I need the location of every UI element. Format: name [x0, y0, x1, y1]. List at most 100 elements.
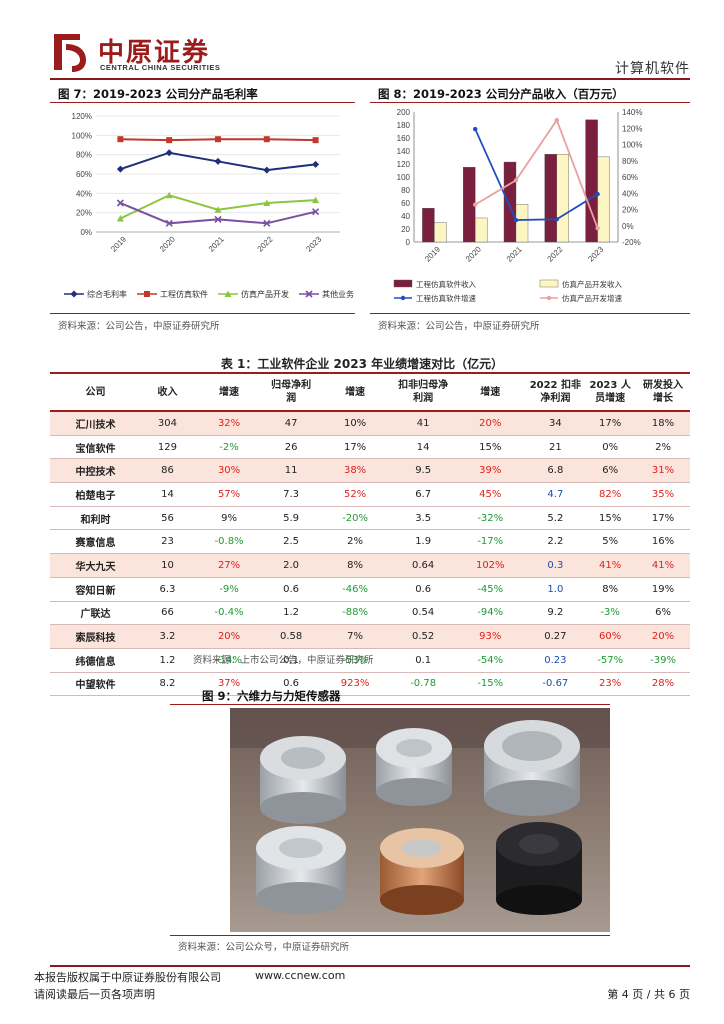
- table-row: 中望软件 8.2 37% 0.6 923% -0.78 -15% -0.67 23% 28%: [50, 672, 690, 697]
- y-tick-label: 20%: [76, 209, 92, 218]
- col-header-company: 公司: [50, 372, 142, 412]
- table-cell: -0.78: [392, 672, 455, 697]
- table-cell: -88%: [317, 601, 393, 626]
- table-cell: 129: [141, 435, 194, 460]
- table-cell: 41%: [636, 553, 690, 578]
- table-cell-company: 纬德信息: [50, 648, 142, 673]
- table-header-row: 公司 收入 增速 归母净利润 增速 扣非归母净利润 增速 2022 扣非净利润 …: [50, 372, 690, 412]
- table-cell: 17%: [584, 411, 637, 436]
- table-cell: 16%: [636, 529, 690, 555]
- data-point: [117, 136, 124, 143]
- y-tick-label: 200: [397, 108, 411, 117]
- growth-point: [554, 117, 559, 123]
- table-cell: 35%: [636, 482, 690, 507]
- table-cell: 19%: [636, 577, 690, 602]
- table-cell: 7%: [317, 624, 393, 649]
- table-cell: -3%: [584, 601, 637, 626]
- bar: [503, 161, 517, 243]
- table-cell: 86: [141, 458, 194, 484]
- fig8-bottom-rule: [370, 313, 690, 314]
- y-tick-label: 140: [397, 147, 411, 156]
- growth-point: [473, 126, 478, 132]
- data-point: [214, 206, 222, 213]
- table-row: 容知日新 6.3 -9% 0.6 -46% 0.6 -45% 1.0 8% 19%: [50, 577, 690, 602]
- table-cell: 6%: [584, 458, 637, 484]
- table-cell: 28%: [636, 672, 690, 697]
- table-cell: 0.3: [526, 553, 585, 578]
- table-cell: 0.6: [264, 672, 318, 697]
- legend-label: 其他业务: [322, 289, 354, 299]
- table-cell: 45%: [454, 482, 527, 507]
- y-tick-label: 100%: [72, 131, 92, 140]
- logo-mark: [50, 30, 90, 74]
- table-cell: -53%: [317, 648, 393, 673]
- table-cell: 17%: [317, 435, 393, 460]
- footer-page-number: 第 4 页 / 共 6 页: [607, 988, 690, 1001]
- table-cell: 8%: [584, 577, 637, 602]
- table-cell: 2.5: [264, 529, 318, 555]
- y-tick-label: 0: [406, 238, 411, 247]
- table-cell: 923%: [317, 672, 393, 697]
- table-cell: 20%: [454, 411, 527, 436]
- legend-label: 仿真产品开发增速: [562, 293, 622, 303]
- data-point: [312, 160, 320, 168]
- table-row: 柏楚电子 14 57% 7.3 52% 6.7 45% 4.7 82% 35%: [50, 482, 690, 507]
- fig9-caption-rule: [170, 704, 610, 705]
- y-tick-label: 80: [401, 186, 410, 195]
- table-cell: -46%: [317, 577, 393, 602]
- table-title: 表 1：工业软件企业 2023 年业绩增速对比（亿元）: [220, 357, 504, 371]
- table-cell: 1.9: [392, 529, 455, 555]
- data-point: [165, 191, 173, 199]
- legend-marker: [224, 290, 232, 297]
- fig8-caption-rule: [370, 102, 690, 103]
- table-cell: 2%: [317, 529, 393, 555]
- table-cell: 10: [141, 553, 194, 578]
- table-cell: -54%: [454, 648, 527, 673]
- table-cell: 38%: [317, 458, 393, 484]
- col-header-net-profit: 归母净利润: [264, 372, 318, 412]
- table-cell: 17%: [636, 506, 690, 531]
- table-cell: 23%: [584, 672, 637, 697]
- table-cell: 37%: [193, 672, 265, 697]
- table-row: 和利时 56 9% 5.9 -20% 3.5 -32% 5.2 15% 17%: [50, 506, 690, 531]
- table-cell: 0.64: [392, 553, 455, 578]
- table-cell: 82%: [584, 482, 637, 507]
- table-cell: -45%: [454, 577, 527, 602]
- table-cell: 32%: [193, 411, 265, 436]
- table-cell: 8.2: [141, 672, 194, 697]
- y2-tick-label: 80%: [622, 157, 638, 166]
- table-cell: 20%: [193, 624, 265, 649]
- table-row: 纬德信息 1.2 -14% 0.1 -53% 0.1 -54% 0.23 -57% -39%: [50, 648, 690, 673]
- fig7-chart: 0% 20% 40% 60% 80% 100% 120% 2019 2020 2021 2022 20…: [64, 112, 354, 299]
- footer-notice: 请阅读最后一页各项声明: [34, 988, 155, 1001]
- col-header-rd-growth: 研发投入增长: [636, 372, 690, 412]
- y-tick-label: 20: [401, 225, 410, 234]
- table-cell: 14: [141, 482, 194, 507]
- col-header-deducted-profit: 扣非归母净利润: [392, 372, 455, 412]
- y2-tick-label: 100%: [622, 141, 642, 150]
- footer-url[interactable]: www.ccnew.com: [255, 969, 346, 982]
- col-header-deducted-profit-label: 扣非归母净利润: [398, 380, 449, 404]
- legend-label: 工程仿真软件收入: [416, 279, 476, 289]
- sensor-bottom-left: [256, 826, 346, 914]
- table-source: 资料来源：上市公司公告，中原证券研究所: [193, 655, 374, 666]
- data-point: [116, 214, 124, 222]
- table-cell: 0.6: [264, 577, 318, 602]
- data-point: [165, 219, 173, 227]
- sensor-top-middle: [376, 728, 452, 806]
- table-cell-company: 中控技术: [50, 458, 142, 484]
- bar: [474, 217, 488, 243]
- y2-tick-label: -20%: [622, 238, 641, 247]
- table-cell: 15%: [584, 506, 637, 531]
- table-cell: 9%: [193, 506, 265, 531]
- table-cell: 15%: [454, 435, 527, 460]
- growth-line: [474, 118, 599, 229]
- footer-rule: [50, 965, 690, 967]
- bar: [515, 204, 529, 243]
- sensor-bottom-middle: [380, 828, 464, 915]
- col-header-net-profit-label: 归母净利润: [271, 380, 312, 404]
- x-tick-label: 2023: [304, 234, 323, 253]
- table-cell: 30%: [193, 458, 265, 484]
- legend-marker: [305, 290, 313, 298]
- table-cell: 6%: [636, 601, 690, 626]
